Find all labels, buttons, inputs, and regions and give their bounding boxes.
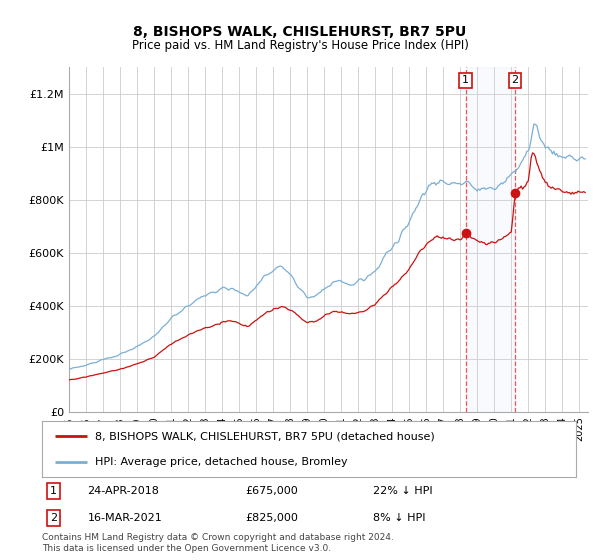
Text: 16-MAR-2021: 16-MAR-2021 <box>88 513 162 523</box>
Text: HPI: Average price, detached house, Bromley: HPI: Average price, detached house, Brom… <box>95 457 348 467</box>
Text: 2: 2 <box>511 76 518 86</box>
Text: 24-APR-2018: 24-APR-2018 <box>88 486 159 496</box>
Text: Price paid vs. HM Land Registry's House Price Index (HPI): Price paid vs. HM Land Registry's House … <box>131 39 469 52</box>
Text: 1: 1 <box>462 76 469 86</box>
Text: 8% ↓ HPI: 8% ↓ HPI <box>373 513 425 523</box>
Bar <box>466 67 515 412</box>
Text: 8, BISHOPS WALK, CHISLEHURST, BR7 5PU: 8, BISHOPS WALK, CHISLEHURST, BR7 5PU <box>133 25 467 39</box>
Text: Contains HM Land Registry data © Crown copyright and database right 2024.
This d: Contains HM Land Registry data © Crown c… <box>42 533 394 553</box>
Text: 2: 2 <box>50 513 58 523</box>
Text: 22% ↓ HPI: 22% ↓ HPI <box>373 486 433 496</box>
Text: £825,000: £825,000 <box>245 513 298 523</box>
Text: 8, BISHOPS WALK, CHISLEHURST, BR7 5PU (detached house): 8, BISHOPS WALK, CHISLEHURST, BR7 5PU (d… <box>95 431 435 441</box>
Text: £675,000: £675,000 <box>245 486 298 496</box>
Text: 1: 1 <box>50 486 57 496</box>
